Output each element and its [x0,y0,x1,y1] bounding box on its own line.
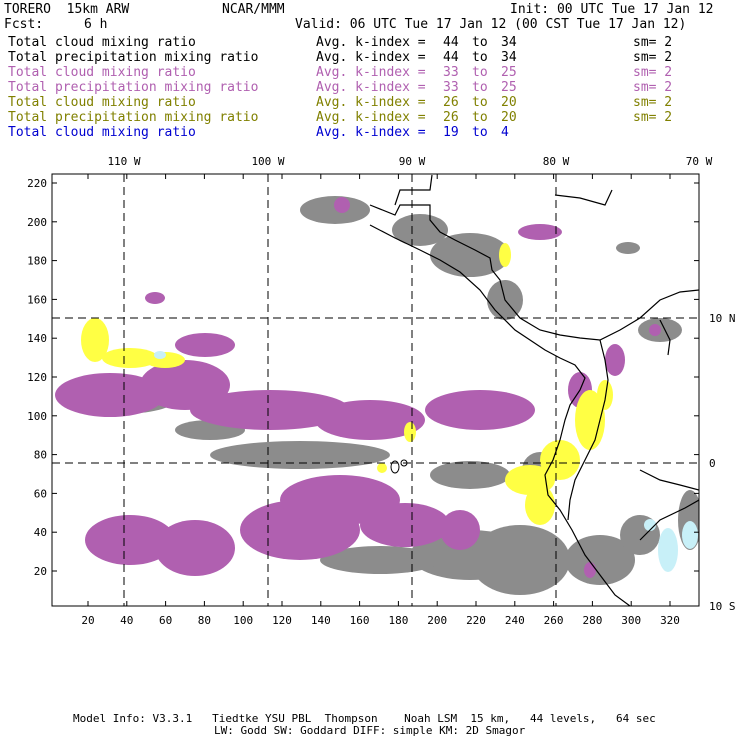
lightblue-cloud-areas [154,351,698,572]
legend-range-to: to [472,50,488,65]
longitude-label: 100 W [251,155,284,168]
legend-range-low: 26 [443,110,459,125]
x-tick-label: 120 [272,614,292,627]
legend-range-high: 25 [501,65,517,80]
legend-kindex-label: Avg. k-index = [316,95,426,110]
y-tick-label: 60 [34,487,47,500]
y-tick-label: 80 [34,449,47,462]
init-time: Init: 00 UTC Tue 17 Jan 12 [510,2,714,17]
x-tick-label: 180 [388,614,408,627]
legend-range-to: to [472,95,488,110]
x-tick-label: 200 [427,614,447,627]
legend-range-high: 25 [501,80,517,95]
legend-field-name: Total cloud mixing ratio [8,125,196,140]
longitude-label: 90 W [399,155,426,168]
longitude-label: 70 W [686,155,713,168]
legend-field-name: Total precipitation mixing ratio [8,80,259,95]
galapagos-islands [390,459,408,474]
legend-kindex-label: Avg. k-index = [316,80,426,95]
x-tick-label: 220 [466,614,486,627]
model-info-line1: Model Info: V3.3.1 Tiedtke YSU PBL Thomp… [73,712,656,725]
longitude-label: 80 W [543,155,570,168]
model-info-line2: LW: Godd SW: Goddard DIFF: simple KM: 2D… [214,724,526,737]
legend-range-to: to [472,110,488,125]
x-tick-label: 240 [505,614,525,627]
legend-range-low: 19 [443,125,459,140]
x-tick-label: 320 [660,614,680,627]
y-tick-label: 220 [27,177,47,190]
latitude-label: 0 [709,457,716,470]
y-tick-label: 140 [27,332,47,345]
y-tick-label: 160 [27,293,47,306]
x-tick-label: 300 [621,614,641,627]
legend-field-name: Total cloud mixing ratio [8,65,196,80]
purple-cloud-areas [55,197,661,578]
legend-field-name: Total precipitation mixing ratio [8,110,259,125]
legend-range-high: 34 [501,50,517,65]
legend-range-low: 33 [443,80,459,95]
center-label: NCAR/MMM [222,2,285,17]
legend-range-to: to [472,35,488,50]
x-tick-label: 160 [350,614,370,627]
legend-range-to: to [472,80,488,95]
legend-smoothing: sm= 2 [633,65,673,80]
y-tick-label: 200 [27,216,47,229]
legend-range-low: 33 [443,65,459,80]
legend-kindex-label: Avg. k-index = [316,50,426,65]
legend-smoothing: sm= 2 [633,95,673,110]
x-tick-label: 140 [311,614,331,627]
legend-range-to: to [472,125,488,140]
forecast-hour: 6 h [84,17,108,32]
legend-range-low: 26 [443,95,459,110]
x-tick-label: 100 [233,614,253,627]
longitude-label: 110 W [107,155,140,168]
legend-field-name: Total cloud mixing ratio [8,35,196,50]
legend-range-high: 20 [501,95,517,110]
legend-smoothing: sm= 2 [633,110,673,125]
latitude-label: 10 S [709,600,736,613]
y-tick-label: 20 [34,565,47,578]
legend-range-high: 34 [501,35,517,50]
yellow-cloud-areas [81,243,613,525]
legend-kindex-label: Avg. k-index = [316,110,426,125]
y-tick-label: 100 [27,410,47,423]
map-frame [51,173,700,607]
legend-range-high: 20 [501,110,517,125]
legend-range-low: 44 [443,50,459,65]
legend-field-name: Total precipitation mixing ratio [8,50,259,65]
legend-range-high: 4 [501,125,509,140]
legend-smoothing: sm= 2 [633,35,673,50]
latitude-label: 10 N [709,312,736,325]
valid-time: Valid: 06 UTC Tue 17 Jan 12 (00 CST Tue … [295,17,687,32]
x-tick-label: 280 [582,614,602,627]
legend-kindex-label: Avg. k-index = [316,35,426,50]
lat-lon-grid [52,174,699,606]
y-tick-label: 40 [34,526,47,539]
x-tick-label: 260 [544,614,564,627]
legend-range-to: to [472,65,488,80]
x-tick-label: 40 [120,614,133,627]
x-tick-label: 60 [159,614,172,627]
legend-field-name: Total cloud mixing ratio [8,95,196,110]
legend-kindex-label: Avg. k-index = [316,125,426,140]
legend-kindex-label: Avg. k-index = [316,65,426,80]
legend-range-low: 44 [443,35,459,50]
x-tick-label: 20 [81,614,94,627]
legend-smoothing: sm= 2 [633,50,673,65]
coastlines [369,174,699,606]
y-tick-label: 120 [27,371,47,384]
x-tick-label: 80 [198,614,211,627]
y-tick-label: 180 [27,255,47,268]
model-title: TORERO 15km ARW [4,2,130,17]
legend-smoothing: sm= 2 [633,80,673,95]
forecast-label: Fcst: [4,17,44,32]
